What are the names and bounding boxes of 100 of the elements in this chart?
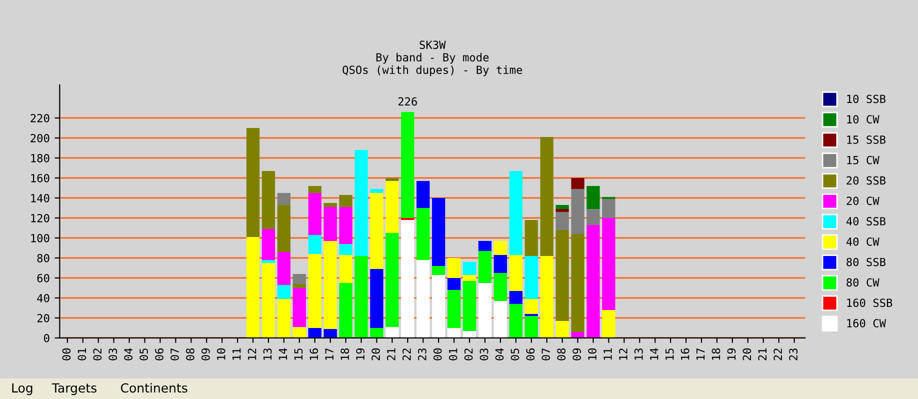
bar — [308, 254, 322, 328]
bar — [262, 170, 276, 229]
x-tick-label: 18 — [340, 348, 350, 360]
x-tick-label: 03 — [480, 348, 488, 360]
y-tick-label: 0 — [44, 334, 50, 342]
bar — [339, 254, 352, 283]
x-tick-label: 16 — [680, 348, 690, 360]
bar — [262, 260, 276, 263]
bar — [494, 300, 507, 338]
bar — [292, 326, 306, 338]
x-tick-label: 09 — [572, 348, 582, 360]
bar — [386, 326, 399, 338]
bar — [447, 328, 461, 338]
bar — [277, 298, 290, 338]
text: Targets — [52, 383, 96, 396]
bar — [308, 328, 322, 338]
x-tick-label: 02 — [464, 348, 473, 360]
legend-label: 40 CW — [846, 237, 880, 246]
legend-label: 160 SSB — [847, 298, 892, 308]
x-tick-label: 13 — [634, 348, 643, 360]
bar — [339, 244, 352, 255]
bar — [447, 290, 461, 328]
x-tick-label: 11 — [232, 348, 241, 360]
x-tick-label: 21 — [758, 348, 766, 360]
bar — [602, 198, 616, 218]
bar — [556, 212, 569, 230]
bar — [354, 150, 368, 256]
x-tick-label: 06 — [526, 348, 535, 360]
x-tick-label: 10 — [588, 348, 596, 360]
bar — [509, 170, 522, 255]
x-tick-label: 21 — [387, 348, 396, 360]
y-tick-label: 140 — [31, 194, 50, 202]
bar — [540, 136, 554, 256]
bar — [524, 298, 538, 314]
bar — [370, 192, 384, 269]
x-tick-label: 07 — [542, 348, 550, 360]
bar — [339, 282, 352, 338]
bar — [478, 240, 492, 251]
bar — [277, 252, 290, 285]
y-tick-label: 60 — [37, 274, 50, 282]
x-tick-label: 10 — [216, 348, 226, 360]
bar — [432, 198, 446, 266]
bar — [602, 218, 616, 310]
bar — [308, 186, 322, 193]
x-tick-label: 02 — [93, 348, 102, 360]
x-tick-label: 08 — [557, 348, 566, 360]
x-tick-label: 20 — [372, 348, 380, 360]
legend-label: 160 CW — [847, 319, 886, 328]
bar — [556, 208, 569, 212]
x-tick-label: 05 — [510, 348, 520, 360]
bar — [571, 188, 584, 234]
chart-subtitle: By band - By mode QSOs (with dupes) - By time — [342, 52, 522, 76]
bar — [462, 262, 476, 275]
x-tick-label: 15 — [294, 348, 303, 360]
x-tick-label: 19 — [356, 348, 364, 360]
y-tick-label: 200 — [30, 134, 50, 142]
bar — [308, 192, 322, 235]
bar — [292, 284, 306, 288]
x-tick-label: 04 — [124, 348, 133, 360]
legend-label: 10 CW — [847, 115, 880, 124]
bar — [339, 206, 352, 244]
x-tick-label: 00 — [62, 348, 71, 360]
legend-label: 20 CW — [846, 196, 880, 206]
bar — [524, 256, 538, 299]
x-tick-label: 07 — [170, 348, 179, 360]
x-tick-label: 16 — [310, 348, 318, 360]
bar — [339, 194, 352, 207]
x-tick-label: 22 — [774, 348, 782, 360]
bar — [416, 260, 430, 338]
x-tick-label: 12 — [248, 348, 256, 360]
y-tick-label: 80 — [37, 254, 50, 262]
bar — [478, 282, 492, 338]
y-tick-label: 160 — [31, 174, 50, 182]
y-tick-label: 40 — [37, 294, 50, 302]
bar — [571, 234, 584, 332]
bar — [494, 254, 507, 273]
bar — [277, 192, 290, 205]
x-tick-label: 18 — [712, 348, 720, 360]
bar — [277, 284, 290, 299]
y-tick-label: 180 — [31, 154, 50, 162]
x-tick-label: 03 — [108, 348, 118, 360]
bar — [447, 258, 461, 278]
bar — [292, 274, 306, 284]
x-tick-label: 08 — [186, 348, 194, 360]
bar — [432, 274, 446, 338]
legend-label: 80 CW — [846, 278, 880, 287]
bar — [524, 220, 538, 256]
x-tick-label: 09 — [201, 348, 210, 360]
bar — [416, 208, 430, 260]
x-tick-label: 11 — [604, 348, 612, 360]
bar — [277, 204, 290, 252]
legend-label: 80 SSB — [846, 258, 886, 266]
x-tick-label: 05 — [140, 348, 148, 360]
bar — [478, 250, 492, 283]
bar — [586, 208, 600, 225]
bar — [324, 328, 337, 338]
x-tick-label: 19 — [727, 348, 736, 360]
bar — [556, 204, 569, 209]
chart-title: SK3W — [420, 40, 446, 50]
x-tick-label: 13 — [263, 348, 272, 360]
